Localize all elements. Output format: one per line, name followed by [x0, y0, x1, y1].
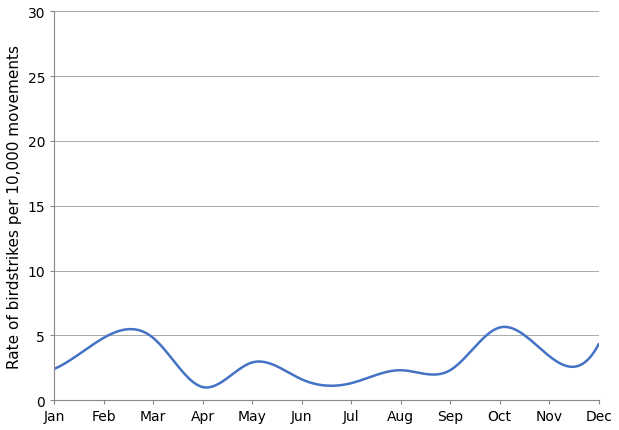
Y-axis label: Rate of birdstrikes per 10,000 movements: Rate of birdstrikes per 10,000 movements	[7, 45, 22, 368]
